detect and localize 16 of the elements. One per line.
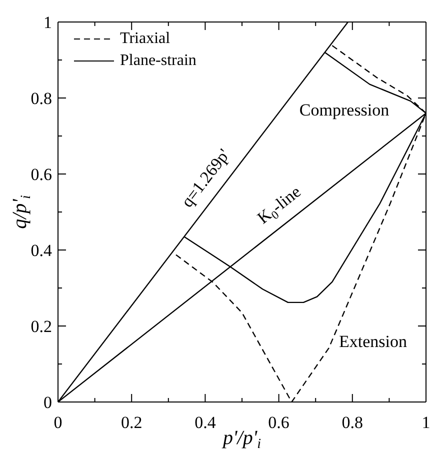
x-axis-title: p'/p'$_{i}$ [220, 427, 262, 452]
x-tick-label: 0.4 [194, 413, 216, 432]
y-tick-label: 0.6 [30, 165, 52, 184]
y-tick-label: 1 [44, 13, 52, 32]
y-tick-label: 0.8 [30, 89, 52, 108]
x-tick-label: 0.8 [342, 413, 364, 432]
x-tick-label: 1 [422, 413, 430, 432]
x-tick-label: 0.2 [120, 413, 142, 432]
y-tick-label: 0 [44, 393, 52, 412]
annotation: Extension [339, 332, 408, 352]
y-tick-label: 0.2 [30, 317, 52, 336]
legend-label: Plane-strain [120, 51, 196, 71]
x-tick-label: 0.6 [268, 413, 290, 432]
annotation: Compression [299, 100, 390, 120]
legend-label: Triaxial [120, 29, 170, 49]
y-tick-label: 0.4 [30, 241, 52, 260]
